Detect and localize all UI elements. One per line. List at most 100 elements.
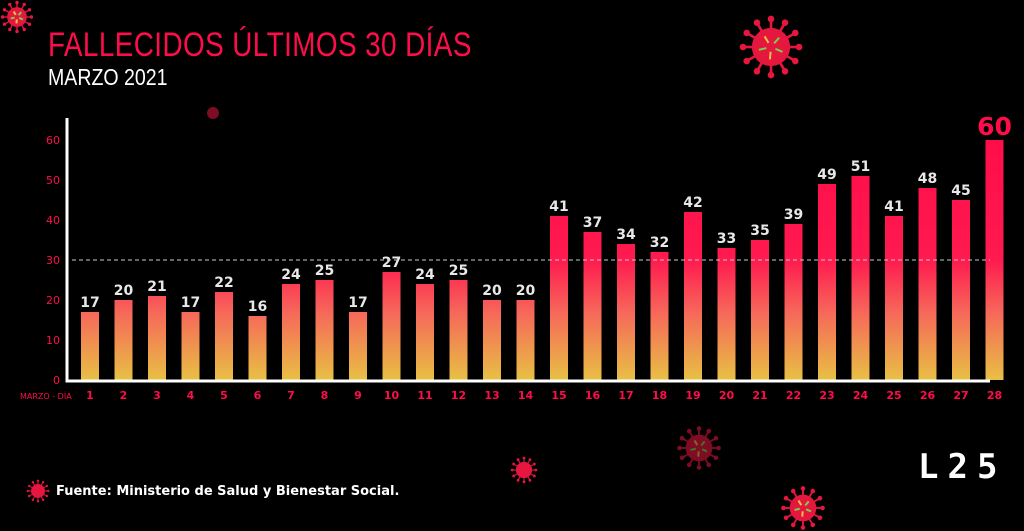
x-tick-label: 22 [786,389,801,402]
bar [383,272,401,380]
brand-logo: L25 [918,447,1006,487]
y-tick-label: 50 [46,174,60,187]
bar [718,248,736,380]
bar [115,300,133,380]
x-tick-label: 5 [220,389,228,402]
x-tick-label: 21 [752,389,767,402]
x-tick-label: 8 [321,389,329,402]
virus-icon [780,485,826,531]
bar [550,216,568,380]
bar-value-label: 37 [583,215,602,231]
bar-value-label: 48 [918,171,937,187]
y-tick-label: 40 [46,214,60,227]
x-tick-label: 27 [953,389,968,402]
x-tick-label: 10 [384,389,400,402]
bar [349,312,367,380]
bar [148,296,166,380]
x-tick-label: 17 [618,389,633,402]
bar [885,216,903,380]
virus-icon [0,0,34,34]
x-tick-label: 20 [719,389,735,402]
x-tick-label: 23 [819,389,834,402]
y-tick-label: 30 [46,254,60,267]
bar [416,284,434,380]
source-text: Fuente: Ministerio de Salud y Bienestar … [56,484,399,499]
bar-value-label: 51 [851,159,870,175]
x-tick-label: 12 [451,389,466,402]
bar [517,300,535,380]
bar [651,252,669,380]
x-tick-label: 18 [652,389,667,402]
bar [986,140,1004,380]
bar-value-label: 17 [80,295,99,311]
x-tick-label: 4 [187,389,195,402]
bar [282,284,300,380]
bar [249,316,267,380]
y-tick-label: 60 [46,134,60,147]
x-tick-label: 9 [354,389,362,402]
bar-value-label: 22 [214,275,233,291]
bar-value-label: 16 [248,299,267,315]
y-tick-label: 0 [53,374,60,387]
virus-icon [203,103,223,123]
bar-value-label: 24 [281,267,301,283]
x-tick-label: 11 [417,389,432,402]
bar-value-label: 42 [683,195,702,211]
x-tick-label: 7 [287,389,295,402]
bar-value-label: 32 [650,235,669,251]
x-tick-label: 2 [120,389,128,402]
bar [818,184,836,380]
bar [316,280,334,380]
bar [483,300,501,380]
x-tick-label: 15 [551,389,566,402]
bar-value-label: 21 [147,279,166,295]
bar-value-label: 41 [884,199,903,215]
x-tick-label: 13 [484,389,499,402]
bar-value-label: 60 [977,112,1012,141]
x-tick-label: 24 [853,389,869,402]
bar-value-label: 41 [549,199,568,215]
bar [584,232,602,380]
bar [852,176,870,380]
bar [751,240,769,380]
y-tick-labels: 0 10 20 30 40 50 60 [46,134,60,387]
bar-value-label: 45 [951,183,970,199]
bar-value-label: 25 [315,263,334,279]
bar-value-label: 20 [516,283,536,299]
bar-value-label: 33 [717,231,736,247]
bar-value-label: 24 [415,267,435,283]
x-axis-label: MARZO - DÍA [20,390,72,401]
virus-icon [676,425,722,471]
bar-value-label: 27 [382,255,401,271]
bar-value-label: 17 [348,295,367,311]
bar-value-label: 34 [616,227,636,243]
virus-icon [26,479,50,503]
bar [450,280,468,380]
bar-value-label: 25 [449,263,468,279]
x-tick-label: 26 [920,389,936,402]
bar [919,188,937,380]
bar-value-label: 20 [482,283,502,299]
x-tick-label: 25 [886,389,901,402]
bar [952,200,970,380]
x-tick-label: 1 [86,389,94,402]
y-tick-label: 20 [46,294,60,307]
bar-value-label: 39 [784,207,803,223]
bar [215,292,233,380]
bar-value-label: 20 [114,283,134,299]
x-tick-label: 14 [518,389,534,402]
bar [81,312,99,380]
x-tick-label: 6 [254,389,262,402]
y-tick-label: 10 [46,334,60,347]
bar [182,312,200,380]
x-tick-label: 19 [685,389,700,402]
bar-value-label: 17 [181,295,200,311]
virus-icon [738,14,804,80]
x-tick-label: 3 [153,389,161,402]
bar [785,224,803,380]
x-tick-label: 28 [987,389,1002,402]
source-note: Fuente: Ministerio de Salud y Bienestar … [26,479,399,503]
bar-value-label: 35 [750,223,769,239]
